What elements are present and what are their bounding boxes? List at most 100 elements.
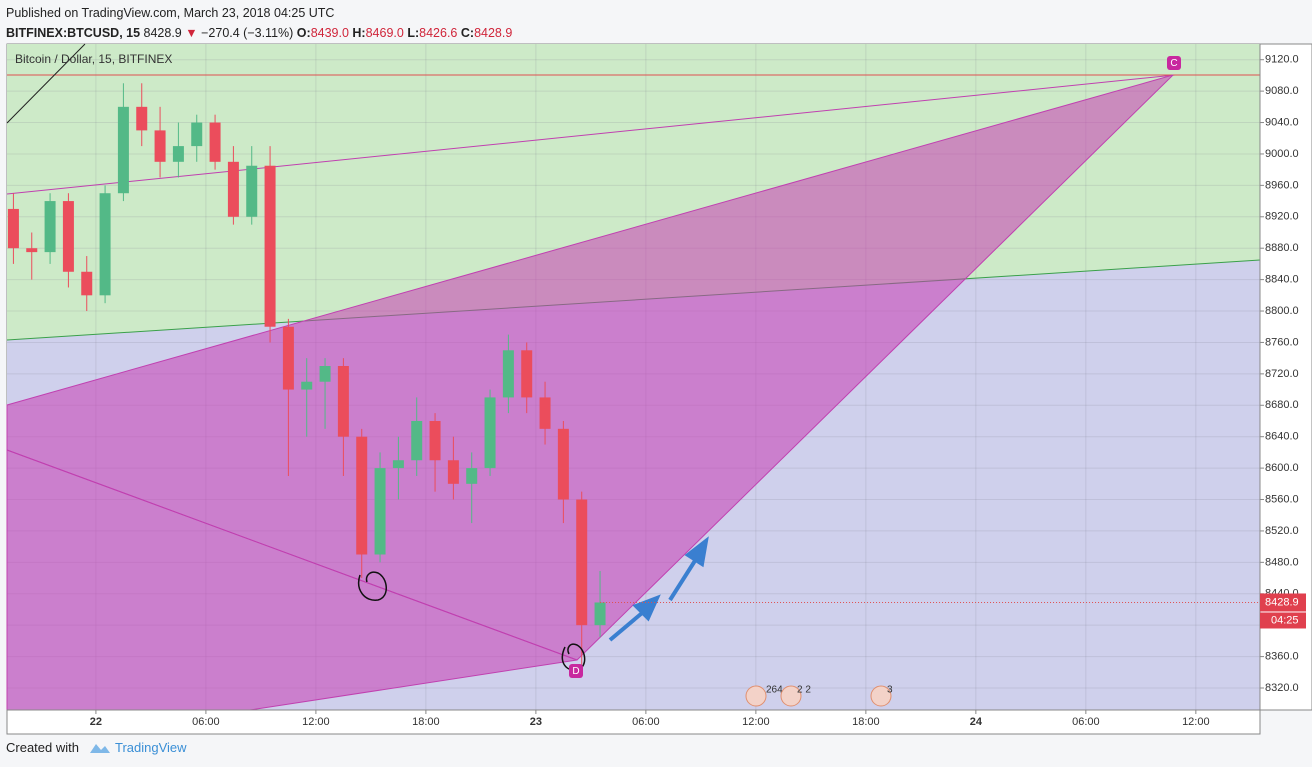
candle-body [411,420,423,461]
hand-circle [358,571,387,601]
y-tick-label: 8560.0 [1265,493,1299,505]
x-tick-label: 22 [90,716,102,728]
events: 264 2 2 3 [745,685,893,707]
x-tick-label: 18:00 [852,716,880,728]
time-tag-label: 04:25 [1271,614,1299,626]
created-text: Created with [6,740,79,755]
candle-body [337,366,349,437]
low: 8426.6 [419,26,458,40]
c-label: C: [460,26,475,40]
y-tick-label: 8320.0 [1265,682,1299,694]
candle-body [154,130,166,162]
y-tick-label: 8880.0 [1265,242,1299,254]
point-label: C [1170,58,1177,69]
candle-body [374,468,386,555]
candle-body [26,248,38,253]
open: 8439.0 [310,26,349,40]
close: 8428.9 [474,26,513,40]
price-tag [1260,593,1306,612]
y-tick-label: 8520.0 [1265,525,1299,537]
point-label: D [572,666,579,677]
candle-body [539,397,551,429]
y-tick-label: 8600.0 [1265,462,1299,474]
arrow-head [684,536,709,568]
candle-body [7,208,19,249]
black-line [6,43,86,124]
time-tag [1260,612,1306,629]
candle-body [264,165,276,327]
y-tick-label: 9080.0 [1265,85,1299,97]
candle-body [209,122,221,162]
y-tick-label: 8920.0 [1265,211,1299,223]
y-tick-label: 8800.0 [1265,305,1299,317]
candle-body [44,201,56,253]
o-label: O: [296,26,311,40]
y-tick-label: 8640.0 [1265,431,1299,443]
channel-line [6,74,1176,195]
candle-body [136,106,148,131]
event-count: 2 2 [797,685,811,696]
high: 8469.0 [365,26,404,40]
candle-body [99,193,111,296]
footer: Created with TradingView [6,740,187,755]
candles [7,83,606,665]
quote-line: BITFINEX:BTCUSD, 15 8428.9 ▼ −270.4 (−3.… [6,23,512,43]
candle-body [227,161,239,217]
arrow: ▼ [185,26,198,40]
y-tick-label: 8360.0 [1265,651,1299,663]
candle-body [429,420,441,461]
y-tick-label: 8840.0 [1265,274,1299,286]
candle-body [447,460,459,484]
x-tick-label: 18:00 [412,716,440,728]
time-axis [6,709,1261,735]
y-tick-label: 9040.0 [1265,116,1299,128]
candle-body [117,106,129,194]
brand[interactable]: TradingView [114,740,187,755]
event-count: 3 [887,685,893,696]
candle-body [282,326,294,390]
candle-body [172,146,184,162]
candle-body [62,201,74,272]
event-icon [780,685,802,707]
x-tick-label: 12:00 [742,716,770,728]
h-label: H: [352,26,366,40]
header: Published on TradingView.com, March 23, … [6,3,512,43]
x-tick-label: 06:00 [632,716,660,728]
x-tick-label: 06:00 [1072,716,1100,728]
change: −270.4 (−3.11%) [201,26,294,40]
x-tick-label: 23 [530,716,542,728]
arrow-head [632,594,661,622]
hand-circle [561,643,586,671]
x-tick-label: 24 [970,716,983,728]
y-tick-label: 9120.0 [1265,54,1299,66]
x-tick-label: 06:00 [192,716,220,728]
event-icon [870,685,892,707]
y-tick-label: 8760.0 [1265,336,1299,348]
brand-logo [90,744,110,753]
point-badge [1167,56,1181,70]
candle-body [466,468,478,484]
candle-body [502,350,514,398]
candle-body [301,381,313,390]
price-tag-label: 8428.9 [1265,596,1299,608]
chart-title: Bitcoin / Dollar, 15, BITFINEX [15,52,172,66]
point-badge [569,664,583,678]
l-label: L: [407,26,420,40]
x-tick-label: 12:00 [1182,716,1210,728]
symbol: BITFINEX:BTCUSD, 15 [6,26,141,40]
candle-body [191,122,203,147]
candle-body [81,271,93,296]
candle-body [484,397,496,469]
y-tick-label: 9000.0 [1265,148,1299,160]
y-tick-label: 8680.0 [1265,399,1299,411]
y-tick-label: 8960.0 [1265,179,1299,191]
last: 8428.9 [143,26,182,40]
candle-body [319,366,331,382]
candle-body [594,602,606,626]
event-count: 264 [766,685,783,696]
y-tick-label: 8480.0 [1265,556,1299,568]
candle-body [557,428,569,500]
y-tick-label: 8720.0 [1265,368,1299,380]
